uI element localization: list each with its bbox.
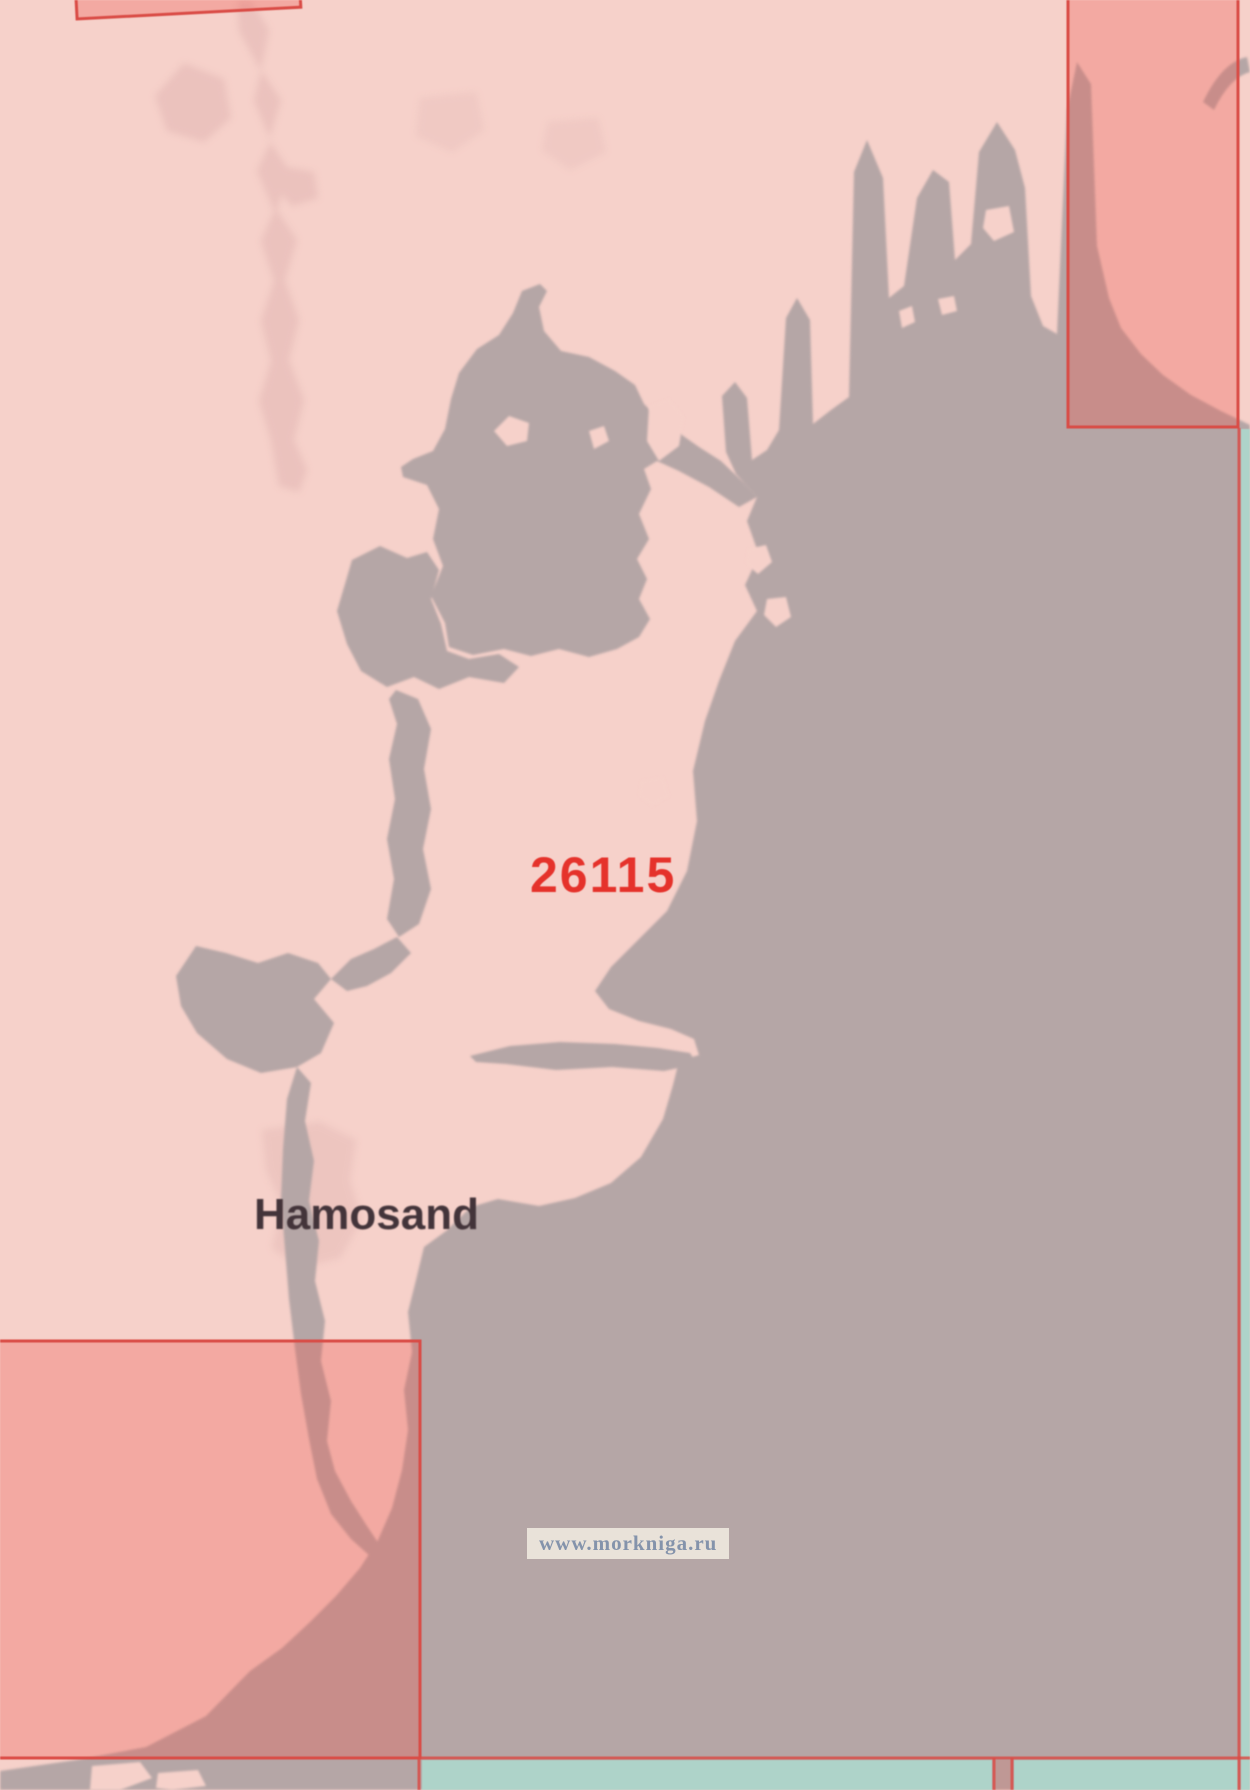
islet (589, 426, 609, 449)
island-west-channel (387, 690, 431, 937)
islands-group (90, 206, 1014, 1790)
islet (90, 1762, 152, 1790)
islet (647, 399, 684, 461)
islet (156, 1770, 206, 1790)
faded-patch (416, 92, 484, 152)
chart-area-26115[interactable] (0, 1339, 422, 1760)
islet (494, 416, 529, 446)
place-name-label: Hamosand (254, 1190, 479, 1239)
faded-patch (542, 118, 606, 170)
chart-area-top-right[interactable] (1066, 0, 1240, 429)
adjacent-chart-bottom-left-strip[interactable] (422, 1760, 992, 1790)
inner-bay (401, 284, 757, 657)
open-sea (0, 62, 1250, 1790)
sea-group (0, 57, 1250, 1790)
islet (899, 306, 915, 328)
adjacent-charts-group (422, 429, 1250, 1790)
west-bay (337, 546, 519, 689)
faded-pond (276, 166, 318, 206)
islet (639, 777, 669, 806)
islet (938, 296, 957, 315)
faded-lake (155, 63, 231, 142)
adjacent-chart-bottom-right-strip[interactable] (1014, 1760, 1238, 1790)
islet (983, 206, 1014, 241)
faded-river (237, 0, 307, 492)
islet (764, 597, 791, 627)
south-channel (470, 1042, 697, 1071)
watermark: www.morkniga.ru (527, 1528, 730, 1559)
chart-boundary-notch (995, 1760, 1011, 1790)
chart-area-top-left[interactable] (73, 0, 303, 21)
bay-connector (331, 937, 411, 991)
south-sound (281, 1067, 379, 1557)
harnosand-bay (176, 946, 334, 1073)
islet (746, 545, 772, 574)
chart-number-label[interactable]: 26115 (530, 847, 677, 903)
adjacent-chart-right-strip[interactable] (1241, 429, 1250, 1790)
